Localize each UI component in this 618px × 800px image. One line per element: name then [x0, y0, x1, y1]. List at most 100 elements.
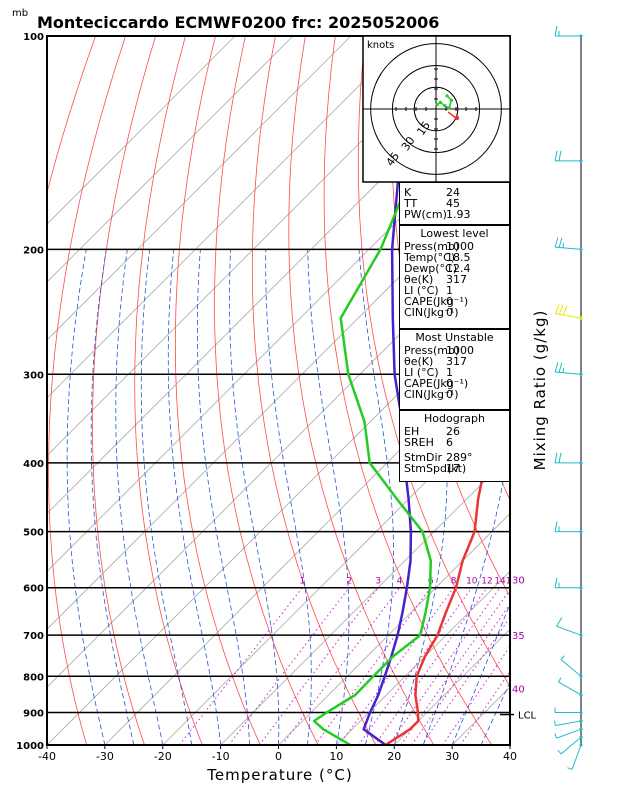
- x-tick-label: -10: [212, 750, 230, 763]
- hodograph-point: [435, 103, 439, 107]
- wind-barb-flag: [554, 577, 558, 588]
- hodograph-ring: [413, 86, 459, 132]
- wind-barb: [554, 150, 583, 163]
- wind-barb: [556, 617, 583, 637]
- x-tick-label: 20: [387, 750, 401, 763]
- x-tick-label: 30: [445, 750, 459, 763]
- mixing-ratio-line: [338, 587, 455, 745]
- moist-adiabat-line: [115, 249, 164, 745]
- wind-barb-staff: [556, 728, 582, 739]
- parcel-profile: [362, 36, 445, 745]
- dry-adiabat-line: [47, 36, 96, 195]
- hodograph-stats-row: StmDir 289°: [404, 451, 473, 464]
- wind-barb-staff: [558, 681, 582, 696]
- wind-barb-staff: [555, 720, 582, 727]
- wind-barb: [554, 727, 583, 739]
- moist-adiabat-line: [358, 249, 394, 745]
- wind-barb: [554, 577, 583, 590]
- pressure-tick-label: 900: [23, 709, 44, 720]
- pressure-tick-label: 300: [23, 370, 44, 381]
- most-unstable-row: LI (°C) 1: [404, 366, 453, 379]
- dry-adiabat-line: [357, 36, 510, 687]
- moist-adiabat-line: [140, 249, 193, 745]
- isotherm-line: [220, 455, 510, 745]
- most-unstable-row: CAPE(Jkg⁻¹) 0: [404, 377, 469, 390]
- theta-e-label: 30: [512, 576, 525, 587]
- isotherm-line: [336, 570, 510, 745]
- pressure-tick-label: 800: [23, 672, 44, 683]
- wind-barb-base: [579, 710, 583, 715]
- wind-barb-base: [579, 159, 583, 163]
- hodograph-stats-title: Hodograph: [424, 412, 485, 425]
- wind-barb-base: [579, 461, 583, 465]
- wind-barb: [567, 743, 583, 770]
- x-axis-label: Temperature (°C): [206, 766, 352, 784]
- pressure-tick-label: 400: [23, 459, 44, 470]
- wind-barb-base: [579, 727, 583, 731]
- lowest-level-row: Press(mb) 1000: [404, 240, 474, 253]
- dry-adiabat-line: [175, 36, 261, 745]
- dry-adiabat-line: [323, 36, 493, 745]
- pressure-tick-label: 100: [23, 32, 44, 43]
- wind-barb-staff: [555, 246, 582, 250]
- lowest-level-title: Lowest level: [420, 227, 489, 240]
- wind-barb-flag: [558, 150, 562, 161]
- lcl-label: LCL: [518, 711, 537, 722]
- wind-barb-base: [579, 674, 583, 678]
- hodograph-stats-row: SREH 6: [404, 436, 453, 449]
- wind-barb-flag: [554, 733, 558, 739]
- wind-barb-flag: [556, 617, 563, 627]
- wind-barb: [554, 719, 583, 727]
- wind-barb-base: [579, 247, 583, 252]
- mixing-ratio-label: 16: [506, 577, 518, 587]
- moist-adiabat-line: [265, 249, 312, 745]
- wind-barb-flag: [554, 362, 559, 373]
- wind-barb-flag: [562, 305, 568, 316]
- wind-barb-flag: [554, 521, 558, 532]
- lowest-level-row: Temp(°C) 18.5: [404, 251, 471, 264]
- wind-barb-flag: [558, 677, 562, 683]
- pressure-tick-label: 700: [23, 631, 44, 642]
- hodograph-ring: [370, 43, 502, 175]
- hodograph-stats-box: Hodograph EH 26 SREH 6 StmDir 289° StmSpd(k…: [399, 410, 510, 482]
- most-unstable-box: Most Unstable Press(mb) 1000 θe(K) 317 LI …: [399, 329, 510, 410]
- wind-barb: [554, 452, 583, 465]
- mixing-ratio-line: [314, 587, 432, 745]
- pressure-tick-label: 500: [23, 528, 44, 539]
- wind-barb-flag: [558, 362, 563, 373]
- wind-barb-base: [579, 743, 583, 747]
- isotherm-line: [47, 223, 510, 688]
- storm-motion-marker: [454, 115, 460, 121]
- hodograph-stats-row: StmSpd(kt) 17: [404, 462, 467, 475]
- x-tick-label: -40: [38, 750, 56, 763]
- mixing-ratio-label: 25: [545, 577, 556, 587]
- isotherm-line: [47, 36, 236, 225]
- indices-box: K 24 TT 45 PW(cm) 1.93: [399, 182, 510, 225]
- wind-barb-base: [579, 34, 583, 38]
- wind-barb: [554, 237, 583, 252]
- most-unstable-row: θe(K) 317: [404, 355, 467, 368]
- moist-adiabat-line: [66, 249, 106, 745]
- moist-adiabat-line: [229, 249, 280, 745]
- x-tick-label: -20: [154, 750, 172, 763]
- storm-motion-vector: [447, 111, 457, 119]
- theta-e-label: 35: [512, 631, 525, 642]
- dry-adiabat-line: [48, 36, 126, 745]
- wind-barb-base: [579, 316, 583, 320]
- x-tick-label: 40: [503, 750, 517, 763]
- theta-e-label: 40: [512, 684, 525, 695]
- wind-barb-flag: [558, 237, 563, 248]
- pressure-tick-label: 200: [23, 245, 44, 256]
- wind-barb: [554, 362, 583, 376]
- temperature-profile: [384, 313, 510, 745]
- mixing-ratio-label: 12: [481, 577, 492, 587]
- isotherm-line: [509, 744, 510, 745]
- wind-barb: [560, 655, 583, 678]
- chart-title: Monteciccardo ECMWF0200 frc: 2025052006: [37, 13, 439, 32]
- most-unstable-title: Most Unstable: [415, 331, 494, 344]
- wind-barb-staff: [555, 371, 582, 375]
- wind-barb-flag: [567, 767, 573, 770]
- wind-barb-flag: [554, 452, 558, 463]
